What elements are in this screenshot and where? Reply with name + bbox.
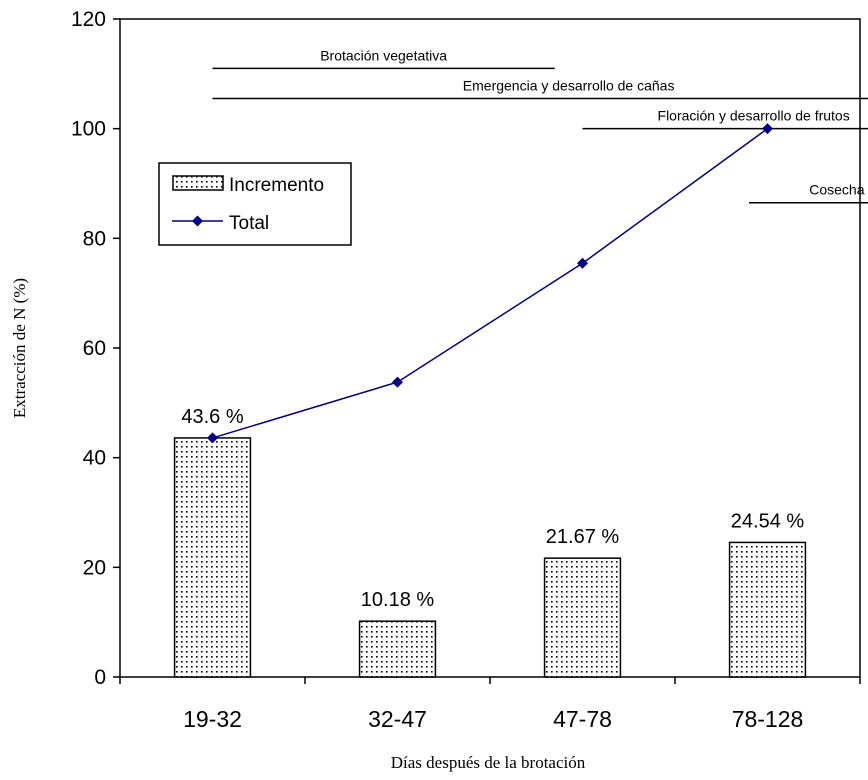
legend-label-incremento: Incremento [229, 175, 324, 196]
legend-label-total: Total [229, 213, 269, 234]
total-point-1 [392, 376, 403, 388]
bars [173, 437, 807, 678]
legend-marker-icon [192, 215, 203, 227]
x-tick-label-1: 32-47 [368, 706, 427, 732]
y-tick-label-4: 80 [83, 227, 106, 250]
legend: Incremento Total [158, 162, 352, 246]
y-axis-ticks: 0 20 40 60 80 100 120 [71, 8, 120, 689]
x-tick-label-3: 78-128 [732, 706, 804, 732]
total-point-0 [207, 432, 218, 444]
bar-3 [728, 541, 807, 678]
bar-2 [543, 557, 622, 678]
phase-label-1: Emergencia y desarrollo de cañas [463, 78, 675, 94]
bar-0 [173, 437, 252, 678]
y-tick-label-5: 100 [71, 118, 106, 141]
phase-annotations: Brotación vegetativa Emergencia y desarro… [212, 47, 868, 204]
bar-value-labels: 43.6 % 10.18 % 21.67 % 24.54 % [181, 406, 804, 611]
bar-value-label-1: 10.18 % [361, 589, 435, 611]
y-tick-label-3: 60 [83, 337, 106, 360]
bar-1 [358, 620, 437, 678]
total-point-3 [762, 123, 773, 135]
y-tick-label-6: 120 [71, 8, 106, 31]
phase-label-3: Cosecha [809, 182, 864, 198]
x-axis-label: Días después de la brotación [391, 753, 586, 772]
bar-value-label-3: 24.54 % [731, 510, 805, 532]
total-series-line [212, 128, 768, 439]
y-axis-label: Extracción de N (%) [10, 278, 29, 418]
y-tick-label-0: 0 [94, 666, 106, 689]
total-line [207, 123, 773, 444]
bar-value-label-2: 21.67 % [546, 526, 620, 548]
y-tick-label-1: 20 [83, 556, 106, 579]
x-tick-label-0: 19-32 [183, 706, 242, 732]
bar-value-label-0: 43.6 % [181, 406, 243, 428]
phase-label-0: Brotación vegetativa [320, 47, 447, 63]
x-axis-ticks: 19-32 32-47 47-78 78-128 [119, 677, 861, 732]
legend-bar-swatch [172, 175, 224, 191]
total-point-2 [577, 257, 588, 269]
y-tick-label-2: 40 [83, 447, 106, 470]
x-tick-label-2: 47-78 [553, 706, 612, 732]
phase-label-2: Floración y desarrollo de frutos [658, 108, 850, 124]
